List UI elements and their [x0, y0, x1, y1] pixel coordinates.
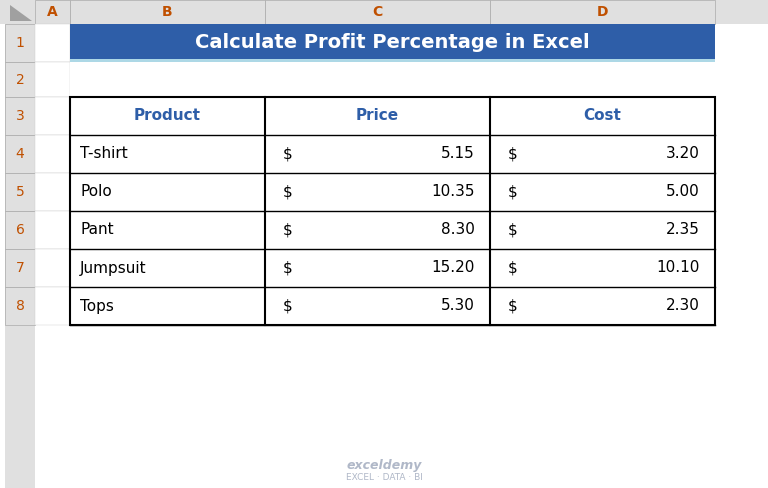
Bar — [0, 0, 768, 24]
Text: Jumpsuit: Jumpsuit — [80, 261, 147, 276]
Bar — [35, 62, 70, 97]
Bar — [70, 24, 715, 62]
Text: D: D — [597, 5, 608, 19]
Text: 5: 5 — [15, 185, 25, 199]
Text: 2: 2 — [15, 73, 25, 86]
Text: $: $ — [283, 146, 293, 162]
Text: T-shirt: T-shirt — [80, 146, 127, 162]
Text: 10.35: 10.35 — [432, 184, 475, 200]
Bar — [265, 211, 490, 249]
Bar — [265, 97, 490, 135]
Text: B: B — [162, 5, 173, 19]
Bar — [490, 173, 715, 211]
Bar — [490, 249, 715, 287]
Bar — [70, 97, 265, 135]
Bar — [265, 0, 490, 24]
Text: 8: 8 — [15, 299, 25, 313]
Text: 4: 4 — [15, 147, 25, 161]
Bar — [490, 211, 715, 249]
Bar — [70, 211, 265, 249]
Bar — [35, 249, 70, 287]
Bar — [70, 287, 265, 325]
Bar — [5, 287, 35, 325]
Polygon shape — [10, 5, 32, 21]
Text: 15.20: 15.20 — [432, 261, 475, 276]
Text: exceldemy: exceldemy — [346, 460, 422, 472]
Text: Product: Product — [134, 108, 201, 123]
Bar — [265, 287, 490, 325]
Text: $: $ — [283, 299, 293, 313]
Text: $: $ — [508, 184, 518, 200]
Text: $: $ — [283, 261, 293, 276]
Text: 8.30: 8.30 — [441, 223, 475, 238]
Bar — [5, 0, 35, 488]
Text: Price: Price — [356, 108, 399, 123]
Bar — [490, 135, 715, 173]
Text: 2.30: 2.30 — [666, 299, 700, 313]
Text: Tops: Tops — [80, 299, 114, 313]
Bar — [70, 249, 265, 287]
Bar — [70, 59, 715, 62]
Bar — [5, 62, 35, 97]
Bar — [35, 0, 70, 24]
Bar — [70, 173, 265, 211]
Text: 3: 3 — [15, 109, 25, 123]
Text: Cost: Cost — [584, 108, 621, 123]
Text: 3.20: 3.20 — [666, 146, 700, 162]
Bar — [5, 97, 35, 135]
Text: $: $ — [508, 146, 518, 162]
Bar — [35, 135, 70, 173]
Bar — [265, 135, 490, 173]
Bar — [35, 287, 70, 325]
Bar — [70, 135, 265, 173]
Bar — [35, 211, 70, 249]
Bar — [5, 249, 35, 287]
Text: 10.10: 10.10 — [657, 261, 700, 276]
Bar — [265, 173, 490, 211]
Bar — [5, 24, 35, 62]
Bar — [35, 173, 70, 211]
Bar — [70, 97, 715, 325]
Bar — [5, 135, 35, 173]
Text: 2.35: 2.35 — [666, 223, 700, 238]
Bar — [490, 97, 715, 135]
Text: Polo: Polo — [80, 184, 112, 200]
Text: Calculate Profit Percentage in Excel: Calculate Profit Percentage in Excel — [195, 34, 590, 53]
Text: 7: 7 — [15, 261, 25, 275]
Text: $: $ — [283, 184, 293, 200]
Text: 5.00: 5.00 — [667, 184, 700, 200]
Text: $: $ — [508, 261, 518, 276]
Bar — [490, 0, 715, 24]
Bar — [35, 97, 70, 135]
Bar — [5, 173, 35, 211]
Text: 5.15: 5.15 — [442, 146, 475, 162]
Bar — [490, 62, 715, 97]
Bar — [35, 24, 70, 62]
Text: 1: 1 — [15, 36, 25, 50]
Text: $: $ — [508, 299, 518, 313]
Text: C: C — [372, 5, 382, 19]
Text: $: $ — [283, 223, 293, 238]
Text: EXCEL · DATA · BI: EXCEL · DATA · BI — [346, 473, 422, 483]
Bar — [70, 62, 265, 97]
Text: A: A — [47, 5, 58, 19]
Text: $: $ — [508, 223, 518, 238]
Bar — [5, 211, 35, 249]
Bar — [265, 249, 490, 287]
Bar — [490, 287, 715, 325]
Text: Pant: Pant — [80, 223, 114, 238]
Text: 5.30: 5.30 — [441, 299, 475, 313]
Bar — [265, 62, 490, 97]
Bar — [70, 0, 265, 24]
Text: 6: 6 — [15, 223, 25, 237]
